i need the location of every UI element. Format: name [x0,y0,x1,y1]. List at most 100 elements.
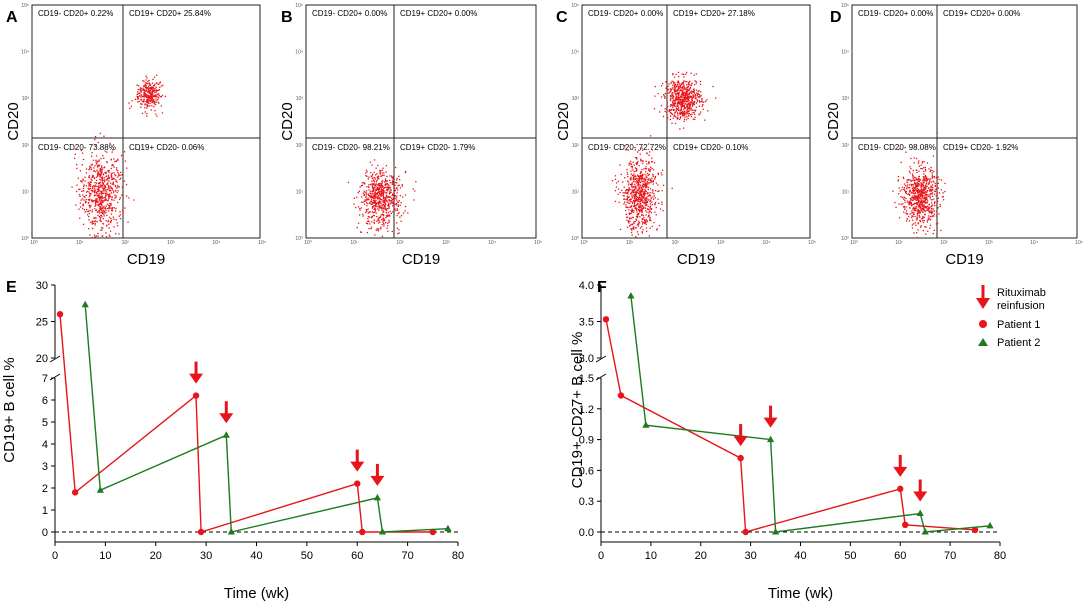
flow-event-dot [123,180,126,182]
flow-event-dot [670,115,672,117]
flow-event-dot [903,198,905,200]
flow-event-dot [105,175,108,177]
flow-event-dot [915,177,917,179]
flow-event-dot [395,204,398,206]
flow-event-dot [924,206,927,209]
flow-event-dot [361,182,364,184]
flow-event-dot [683,93,685,95]
flow-event-dot [656,229,658,231]
flow-event-dot [681,73,683,75]
flow-event-dot [145,96,148,98]
flow-event-dot [917,206,919,208]
flow-event-dot [912,203,915,205]
flow-event-dot [623,195,625,197]
flow-event-dot [127,221,129,223]
flow-event-dot [395,209,397,212]
flow-event-dot [631,209,634,211]
flow-event-dot [910,180,913,182]
flow-event-dot [931,210,933,212]
flow-event-dot [641,231,643,233]
flow-event-dot [379,186,382,188]
flow-event-dot [669,95,672,97]
flow-event-dot [654,178,656,180]
flow-event-dot [147,96,150,99]
flow-event-dot [679,113,681,115]
flow-event-dot [387,222,389,224]
x-tick-label: 10⁵ [1075,240,1083,246]
flow-event-dot [98,164,101,166]
flow-event-dot [676,98,678,100]
flow-event-dot [96,173,99,175]
flow-event-dot [371,216,373,219]
flow-event-dot [692,89,695,91]
flow-event-dot [90,193,92,195]
flow-event-dot [638,186,640,188]
flow-event-dot [686,110,688,112]
flow-event-dot [96,201,99,203]
flow-event-dot [385,209,387,211]
flow-event-dot [365,196,367,198]
y-tick-label: 10² [296,143,304,149]
flow-event-dot [125,195,128,197]
flow-event-dot [687,100,689,103]
series-patient-2 [81,300,452,535]
flow-event-dot [98,195,100,197]
flow-event-dot [159,96,161,98]
flow-event-dot [81,198,84,200]
flow-event-dot [638,204,640,206]
flow-event-dot [89,185,92,187]
flow-event-dot [370,199,373,201]
flow-event-dot [895,206,897,209]
flow-event-dot [98,160,100,162]
flow-event-dot [624,177,626,179]
flow-event-dot [680,104,682,106]
flow-event-dot [639,177,641,179]
flow-event-dot [628,188,630,190]
flow-event-dot [911,199,914,202]
flow-event-dot [392,177,394,179]
flow-event-dot [616,182,618,184]
flow-event-dot [92,159,95,161]
flow-event-dot [113,190,115,192]
flow-event-dot [633,228,635,230]
flow-event-dot [633,202,636,204]
flow-event-dot [391,182,393,184]
flow-event-dot [151,94,153,96]
flow-event-dot [128,102,130,104]
flow-event-dot [631,210,634,212]
flow-event-dot [635,177,637,179]
flow-event-dot [630,163,633,165]
flow-event-dot [630,173,632,175]
flow-event-dot [670,95,673,97]
flow-event-dot [683,100,686,102]
flow-event-dot [111,151,113,153]
flow-event-dot [686,91,688,93]
flow-event-dot [374,193,376,195]
flow-event-dot [110,173,112,175]
axis-break-mark [49,355,61,363]
flow-event-dot [614,178,617,180]
flow-event-dot [916,219,918,221]
flow-event-dot [388,215,390,217]
flow-event-dot [83,184,85,186]
flow-event-dot [111,209,113,211]
flow-event-dot [149,92,151,94]
flow-event-dot [674,122,677,125]
flow-event-dot [920,190,922,192]
flow-event-dot [628,182,630,184]
flow-event-dot [392,194,394,196]
flow-event-dot [384,208,386,211]
flow-event-dot [101,165,103,167]
flow-event-dot [689,105,691,107]
flow-event-dot [906,186,908,188]
flow-event-dot [916,216,918,218]
flow-event-dot [98,205,100,207]
flow-event-dot [923,195,925,197]
flow-event-dot [904,208,906,210]
flow-event-dot [926,198,928,200]
flow-event-dot [614,175,617,177]
flow-event-dot [153,76,156,78]
flow-event-dot [382,203,384,205]
flow-event-dot [647,192,649,194]
flow-event-dot [911,210,913,212]
